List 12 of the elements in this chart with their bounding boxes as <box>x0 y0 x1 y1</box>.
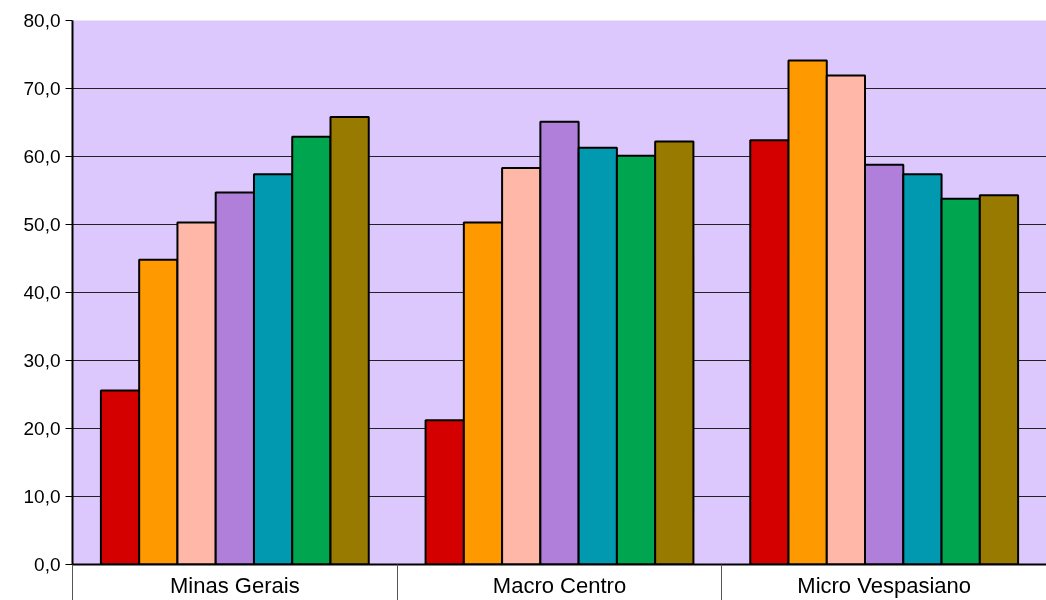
y-tick-label: 10,0 <box>23 486 61 507</box>
y-tick-label: 50,0 <box>23 214 61 235</box>
x-tick-label: Macro Centro <box>492 572 627 598</box>
y-tick-label: 70,0 <box>23 78 61 99</box>
y-tick-label: 30,0 <box>23 350 61 371</box>
x-tick-label: Micro Vespasiano <box>797 572 971 598</box>
y-tick-label: 80,0 <box>23 10 61 31</box>
x-tick-label: Minas Gerais <box>170 572 300 598</box>
y-tick-label: 40,0 <box>23 282 61 303</box>
y-tick-label: 60,0 <box>23 146 61 167</box>
y-tick-label: 20,0 <box>23 418 61 439</box>
y-tick-label: 0,0 <box>34 554 61 575</box>
